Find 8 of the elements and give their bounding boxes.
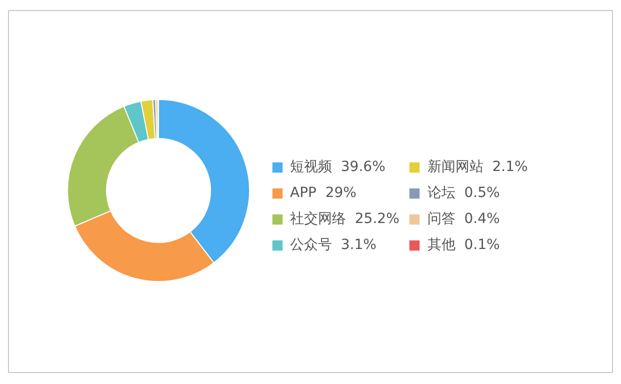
legend-label: APP 29% <box>290 185 356 201</box>
legend-label: 论坛 0.5% <box>427 184 500 202</box>
legend-label: 公众号 3.1% <box>290 236 376 254</box>
legend-label: 短视频 39.6% <box>290 158 386 176</box>
legend-label: 问答 0.4% <box>427 210 500 228</box>
legend-label: 社交网络 25.2% <box>290 210 400 228</box>
legend-label: 新闻网站 2.1% <box>427 158 528 176</box>
legend-label: 其他 0.1% <box>427 236 500 254</box>
